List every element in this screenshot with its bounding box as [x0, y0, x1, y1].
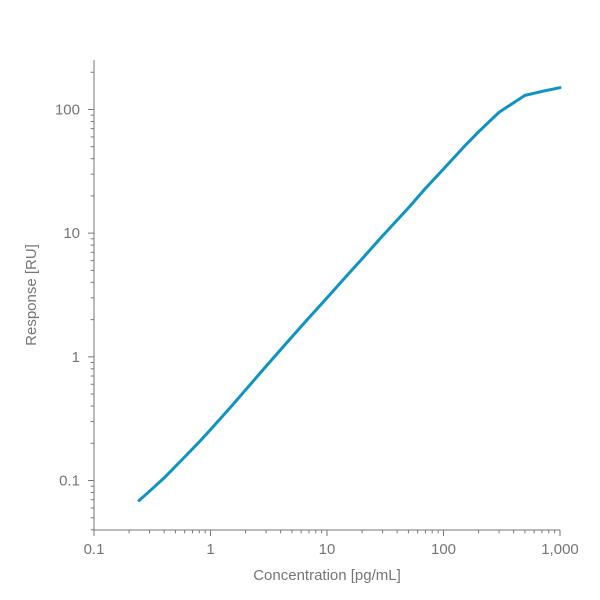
x-axis-label: Concentration [pg/mL]	[253, 567, 401, 584]
y-axis-label: Response [RU]	[23, 244, 40, 346]
chart-background	[0, 0, 600, 600]
y-tick-label: 1	[72, 349, 80, 366]
y-tick-label: 100	[55, 101, 80, 118]
x-tick-label: 1	[206, 541, 214, 558]
x-tick-label: 0.1	[84, 541, 105, 558]
chart-svg: 0.1 1 10 100 1,000 0.1 1 10 100 Concentration [pg…	[0, 0, 600, 600]
dose-response-chart: 0.1 1 10 100 1,000 0.1 1 10 100 Concentration [pg…	[0, 0, 600, 600]
x-tick-label: 1,000	[541, 541, 579, 558]
y-tick-label: 0.1	[59, 473, 80, 490]
x-tick-label: 100	[431, 541, 456, 558]
x-tick-label: 10	[319, 541, 336, 558]
y-tick-label: 10	[63, 225, 80, 242]
